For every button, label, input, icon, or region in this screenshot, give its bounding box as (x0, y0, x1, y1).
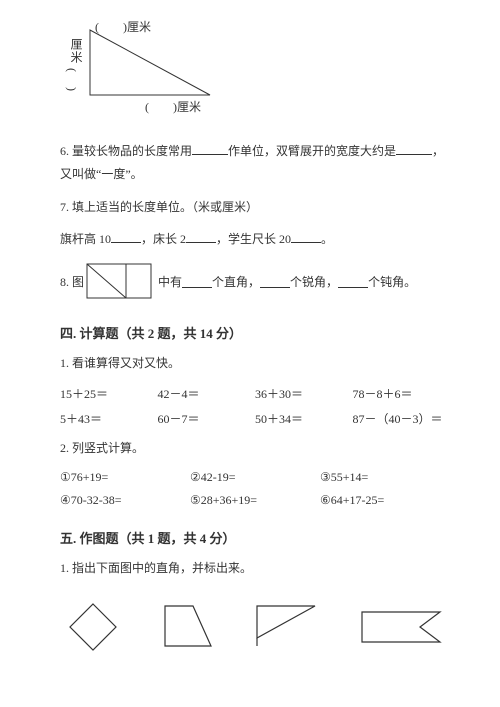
calc-row-2: 5＋43＝ 60－7＝ 50＋34＝ 87－（40－3）＝ (60, 410, 450, 427)
q8-rect-svg (86, 263, 152, 299)
shape-right-triangle-flag (251, 598, 323, 656)
shape-diamond (64, 598, 122, 656)
question-6: 6. 量较长物品的长度常用作单位，双臂展开的宽度大约是，又叫做“一度”。 (60, 140, 450, 186)
q8-mid2: 个直角， (212, 273, 260, 290)
q8-blank-2 (260, 274, 290, 288)
calc-cell: 60－7＝ (158, 410, 256, 427)
q8-blank-1 (182, 274, 212, 288)
shapes-row (60, 598, 450, 656)
section-4-q1: 1. 看谁算得又对又快。 (60, 352, 450, 375)
q6-blank-1 (192, 141, 228, 155)
triangle-label-left-cn: 厘米 (68, 38, 85, 64)
triangle-label-top: ( )厘米 (95, 18, 151, 35)
triangle-label-left-paren: ( ) (64, 68, 81, 91)
section-4-q2: 2. 列竖式计算。 (60, 437, 450, 460)
calc-row-4: ④70-32-38= ⑤28+36+19= ⑥64+17-25= (60, 493, 450, 508)
q8-mid1: 中有 (158, 273, 182, 290)
q7-c: ，学生尺长 20 (216, 232, 291, 246)
q6-blank-2 (396, 141, 432, 155)
question-7-line2: 旗杆高 10 ，床长 2 ，学生尺长 20 。 (60, 228, 450, 251)
calc-row-1: 15＋25＝ 42－4＝ 36＋30＝ 78－8＋6＝ (60, 385, 450, 402)
calc-cell: 5＋43＝ (60, 410, 158, 427)
shape-quad (155, 598, 219, 656)
triangle-figure: ( )厘米 厘米 ( ) ( )厘米 (60, 20, 450, 130)
q6-mid: 作单位，双臂展开的宽度大约是 (228, 144, 396, 158)
calc-row-3: ①76+19= ②42-19= ③55+14= (60, 470, 450, 485)
calc-cell: 78－8＋6＝ (353, 385, 451, 402)
q8-prefix: 8. 图 (60, 273, 84, 290)
q7-b: ，床长 2 (141, 232, 186, 246)
calc-cell: 50＋34＝ (255, 410, 353, 427)
q8-mid4: 个钝角。 (368, 273, 416, 290)
shape-arrow-banner (356, 598, 446, 656)
calc-cell: ⑥64+17-25= (320, 493, 450, 508)
q6-prefix: 6. 量较长物品的长度常用 (60, 144, 192, 158)
q7-blank-1 (111, 229, 141, 243)
calc-cell: ⑤28+36+19= (190, 493, 320, 508)
calc-cell: 36＋30＝ (255, 385, 353, 402)
calc-cell: ④70-32-38= (60, 493, 190, 508)
q8-blank-3 (338, 274, 368, 288)
calc-cell: ①76+19= (60, 470, 190, 485)
q7-a: 旗杆高 10 (60, 232, 111, 246)
section-5-q1: 1. 指出下面图中的直角，并标出来。 (60, 557, 450, 580)
triangle-label-bottom: ( )厘米 (145, 98, 201, 115)
section-5-heading: 五. 作图题（共 1 题，共 4 分） (60, 528, 450, 547)
question-8: 8. 图 中有 个直角， 个锐角， 个钝角。 (60, 263, 450, 299)
calc-cell: 87－（40－3）＝ (353, 410, 451, 427)
q7-blank-3 (291, 229, 321, 243)
q8-mid3: 个锐角， (290, 273, 338, 290)
calc-cell: 15＋25＝ (60, 385, 158, 402)
q7-blank-2 (186, 229, 216, 243)
q7-d: 。 (321, 232, 333, 246)
question-7-line1: 7. 填上适当的长度单位。（米或厘米） (60, 196, 450, 219)
calc-cell: 42－4＝ (158, 385, 256, 402)
calc-cell: ②42-19= (190, 470, 320, 485)
calc-cell: ③55+14= (320, 470, 450, 485)
section-4-heading: 四. 计算题（共 2 题，共 14 分） (60, 323, 450, 342)
